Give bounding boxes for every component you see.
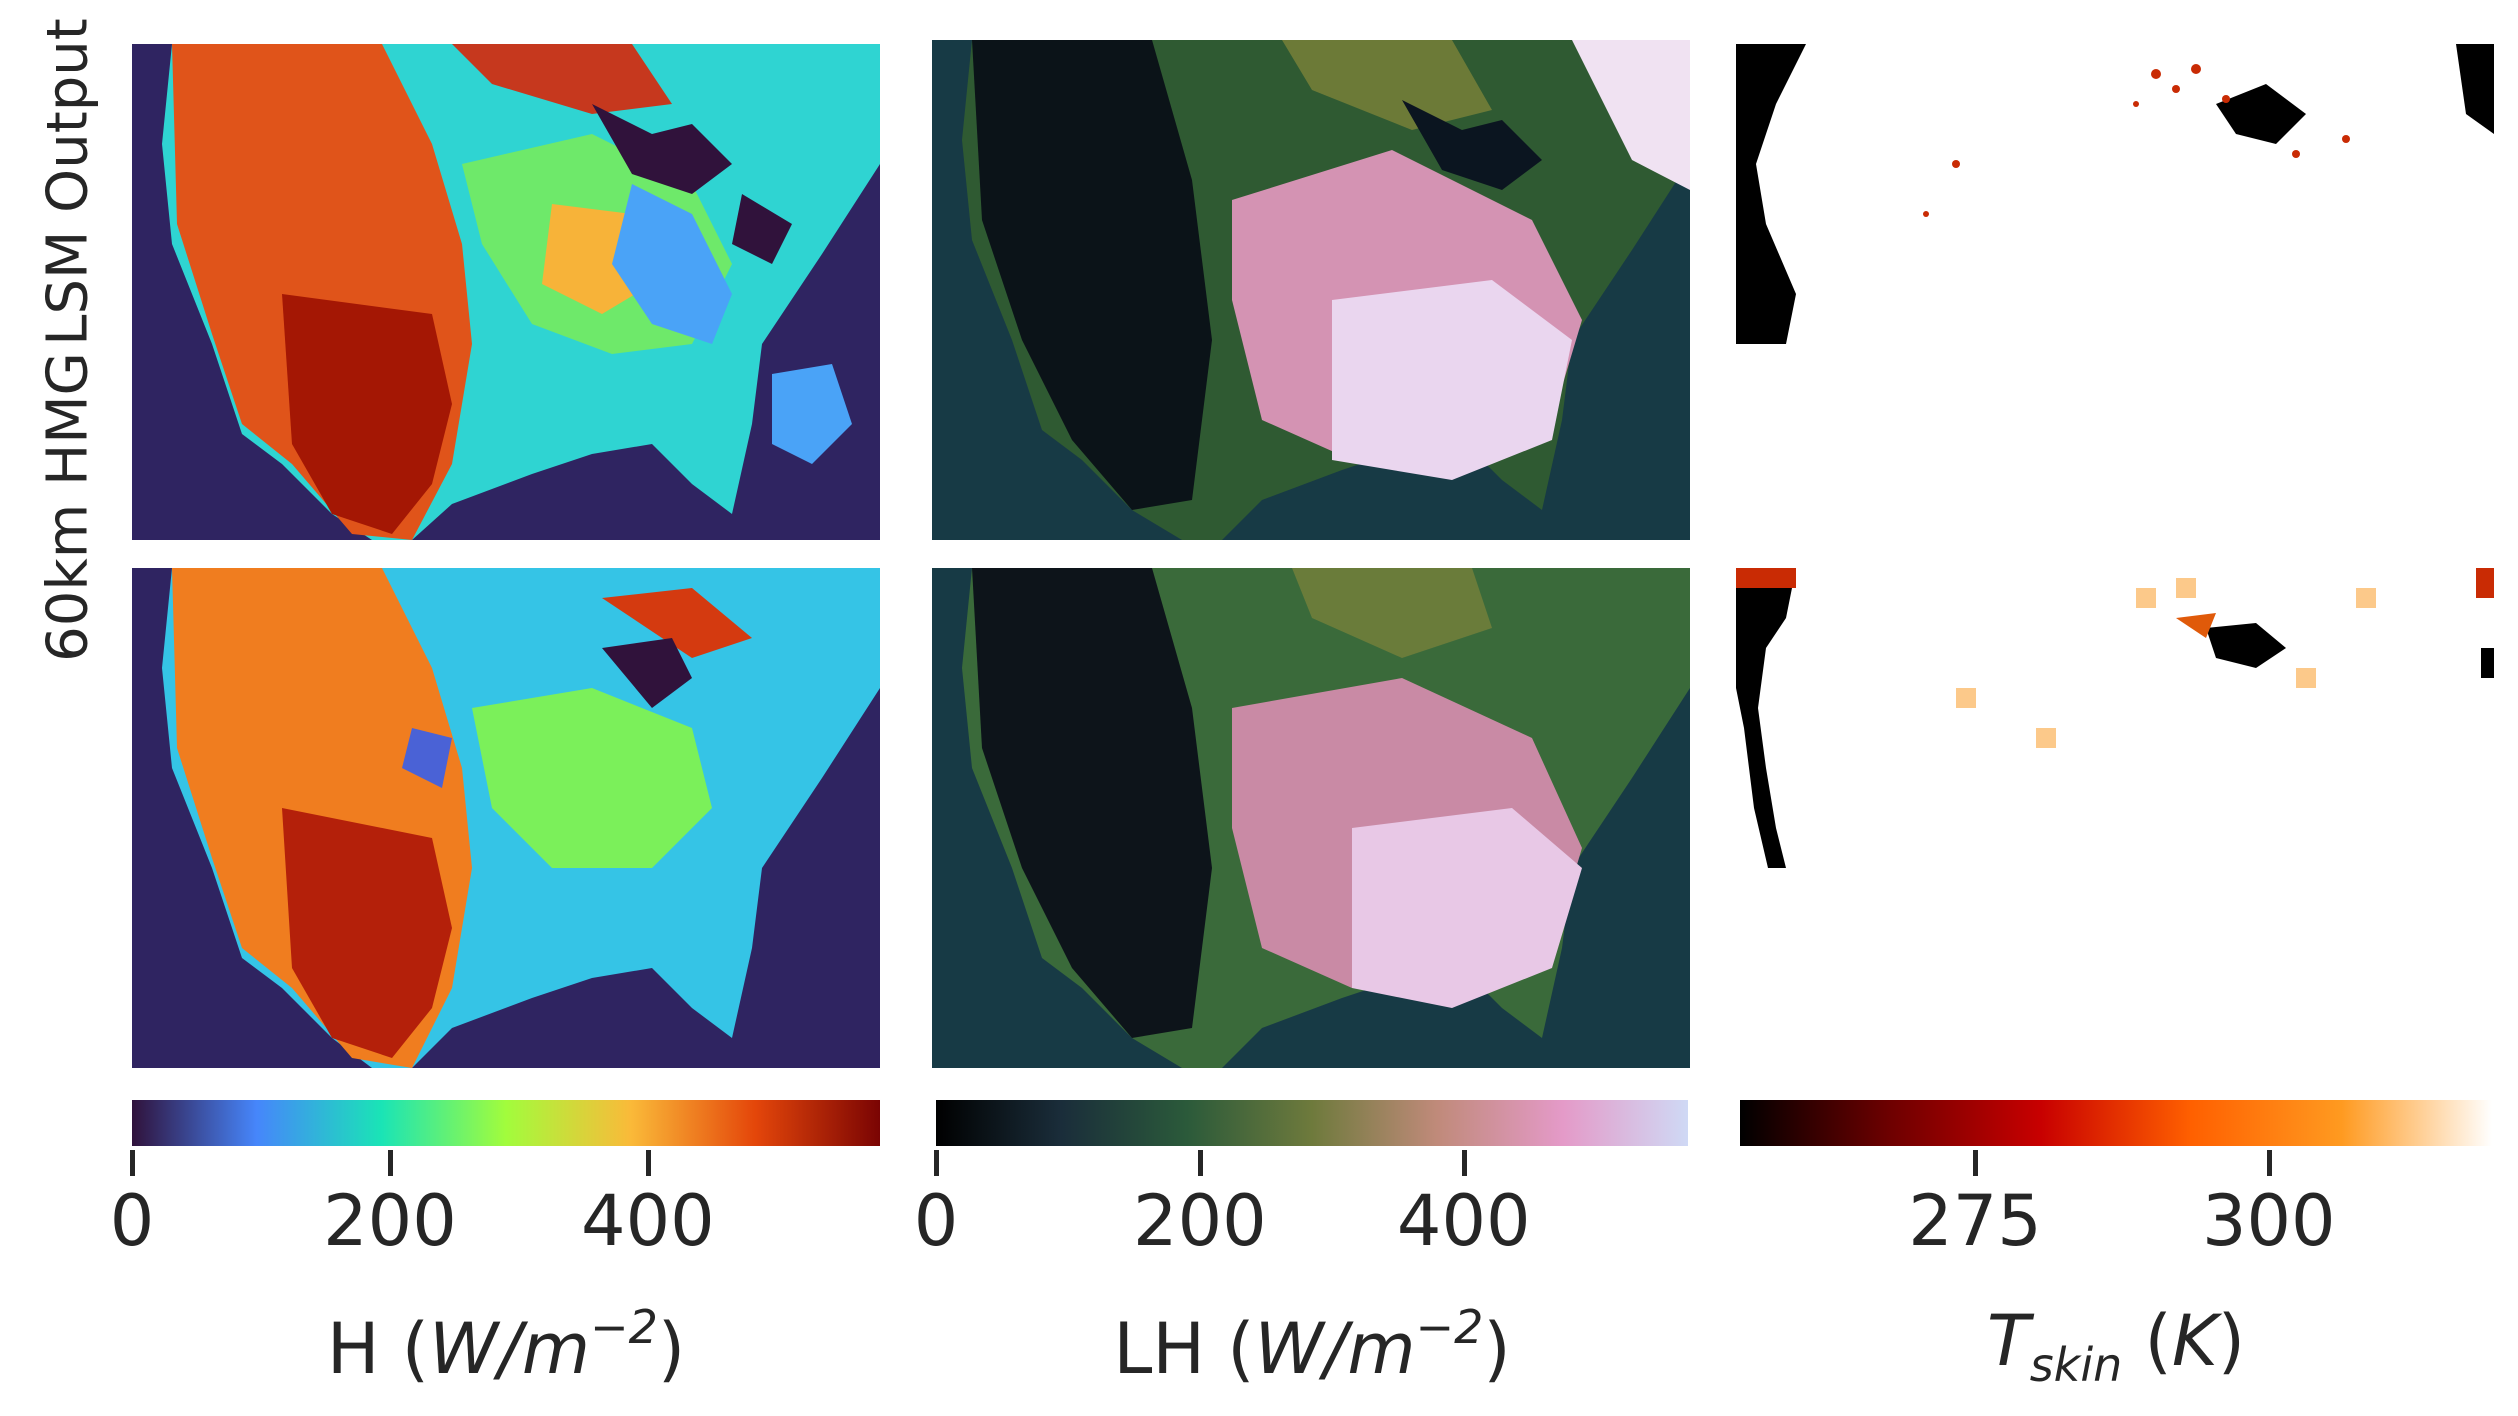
colorbar-tick-mark xyxy=(934,1150,939,1176)
colorbar-tick-mark xyxy=(130,1150,135,1176)
colorbar-tick-label: 400 xyxy=(1396,1180,1531,1262)
colorbar-tick-mark xyxy=(1197,1150,1203,1176)
colorbar-tick-label: 200 xyxy=(1133,1180,1267,1262)
colorbar-tick-mark xyxy=(1461,1150,1467,1176)
row-label-lsm-output: LSM Output xyxy=(35,18,101,346)
colorbar-h-ticks: 0 200 400 xyxy=(110,1150,880,1270)
colorbar-tick-label: 275 xyxy=(1908,1180,2042,1262)
panel-tskin-lsm xyxy=(1736,44,2494,540)
panel-lh-lsm xyxy=(932,40,1690,540)
map-h-hmg xyxy=(132,568,880,1068)
panel-h-hmg xyxy=(132,568,880,1068)
panel-tskin-hmg xyxy=(1736,568,2494,1068)
map-h-lsm xyxy=(132,44,880,540)
colorbar-h-label: H (W/m−2) xyxy=(326,1300,686,1390)
colorbar-lh xyxy=(936,1100,1688,1146)
colorbar-tskin xyxy=(1740,1100,2492,1146)
map-tskin-hmg xyxy=(1736,568,2494,1068)
colorbar-tick-label: 0 xyxy=(109,1180,155,1262)
map-lh-hmg xyxy=(932,568,1690,1068)
colorbar-tick-label: 0 xyxy=(913,1180,959,1262)
colorbar-tick-mark xyxy=(1973,1150,1978,1176)
panel-h-lsm xyxy=(132,44,880,540)
colorbar-tick-label: 400 xyxy=(581,1180,715,1262)
map-lh-lsm xyxy=(932,40,1690,540)
colorbar-h xyxy=(132,1100,880,1146)
colorbar-tick-label: 300 xyxy=(2201,1180,2336,1262)
colorbar-tskin-ticks: 275 300 xyxy=(1740,1150,2492,1270)
colorbar-lh-label: LH (W/m−2) xyxy=(1113,1300,1511,1390)
map-tskin-lsm xyxy=(1736,44,2494,540)
panel-lh-hmg xyxy=(932,568,1690,1068)
colorbar-tick-mark xyxy=(2266,1150,2272,1176)
colorbar-tick-mark xyxy=(645,1150,651,1176)
colorbar-tick-mark xyxy=(387,1150,393,1176)
colorbar-tskin-label: Tskin (K) xyxy=(1986,1300,2246,1392)
colorbar-lh-ticks: 0 200 400 xyxy=(914,1150,1688,1270)
row-label-60km-hmg: 60km HMG xyxy=(35,352,101,662)
colorbar-tick-label: 200 xyxy=(323,1180,457,1262)
